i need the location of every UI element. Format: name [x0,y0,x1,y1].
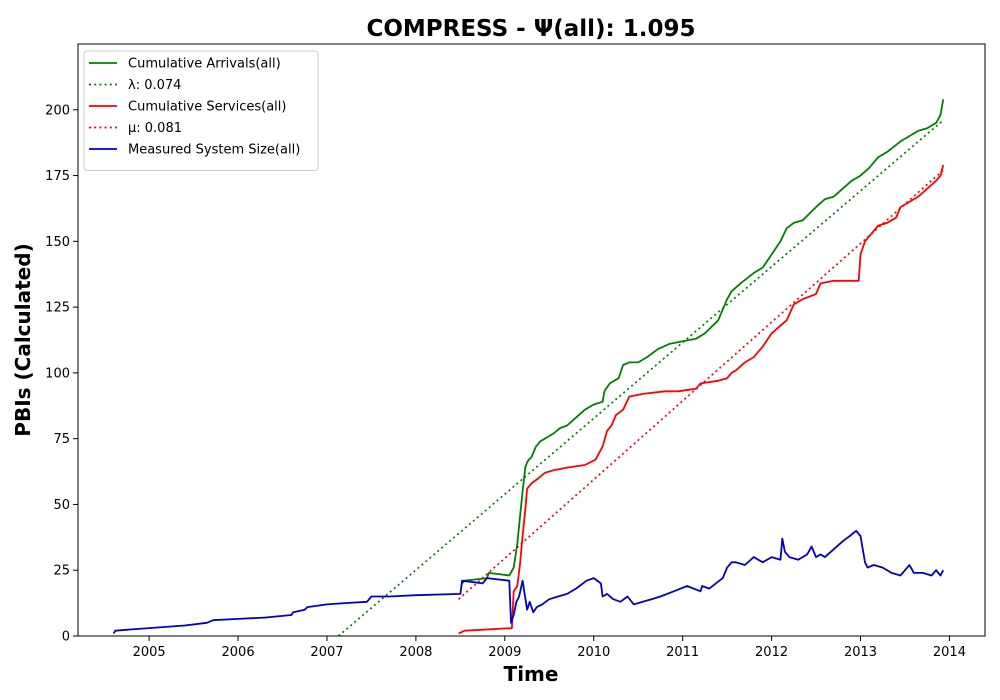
x-axis-label: Time [504,662,559,686]
chart-title: COMPRESS - Ψ(all): 1.095 [366,16,695,42]
y-tick-label: 25 [53,564,70,579]
series-line-4 [458,169,944,600]
x-tick-label: 2013 [844,645,877,660]
x-tick-label: 2006 [222,645,255,660]
series-line-1 [461,99,945,585]
legend-item-cumulative-arrivals-all: Cumulative Arrivals(all) [89,57,281,72]
x-tick-label: 2012 [755,645,788,660]
y-tick-label: 100 [45,366,70,381]
legend-item-measured-system-size-all: Measured System Size(all) [89,143,300,158]
plot-area [112,99,945,636]
y-tick-label: 175 [45,169,70,184]
x-tick-label: 2007 [310,645,343,660]
x-axis: 2005 2006 2007 2008 2009 2010 2011 2012 2013 2014 [133,636,966,660]
y-tick-label: 150 [45,235,70,250]
legend-label: λ: 0.074 [128,78,181,93]
legend-item-0-081: μ: 0.081 [89,121,182,136]
series-line-3 [458,164,945,635]
y-tick-label: 75 [53,432,70,447]
legend-box [83,50,319,171]
x-tick-label: 2005 [133,645,166,660]
series-line-2 [337,119,944,636]
x-tick-label: 2011 [666,645,699,660]
legend-label: μ: 0.081 [128,121,182,136]
plot-frame [77,43,986,637]
legend: Cumulative Arrivals(all) λ: 0.074 Cumulati… [83,50,319,171]
y-tick-label: 0 [62,630,70,645]
legend-label: Measured System Size(all) [128,143,300,158]
y-axis-label: PBIs (Calculated) [11,243,35,436]
y-tick-label: 50 [53,498,70,513]
y-axis: 0 25 50 75 100 125 150 175 200 [45,103,78,645]
legend-label: Cumulative Arrivals(all) [128,57,281,72]
x-tick-label: 2008 [399,645,432,660]
legend-item-0-074: λ: 0.074 [89,78,181,93]
series-layer [112,99,945,636]
x-tick-label: 2014 [933,645,966,660]
x-tick-label: 2009 [488,645,521,660]
legend-item-cumulative-services-all: Cumulative Services(all) [89,100,286,115]
series-line-5 [112,529,945,634]
x-tick-label: 2010 [577,645,610,660]
legend-label: Cumulative Services(all) [128,100,286,115]
y-tick-label: 125 [45,301,70,316]
y-tick-label: 200 [45,103,70,118]
